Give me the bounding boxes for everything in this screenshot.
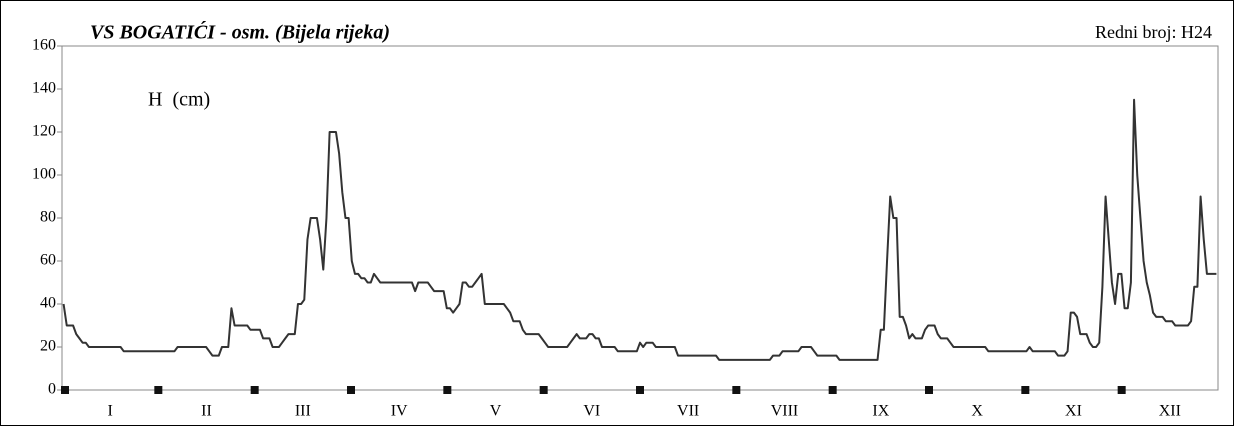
- month-marker: [1021, 386, 1030, 394]
- month-marker: [347, 386, 355, 394]
- y-axis-label: H (cm): [148, 89, 210, 111]
- month-marker: [732, 386, 741, 394]
- y-tick-label: 20: [40, 338, 56, 355]
- data-line: [62, 98, 1217, 361]
- month-marker: [1117, 386, 1126, 394]
- y-tick-label: 60: [40, 252, 56, 269]
- x-tick-label: VII: [677, 403, 699, 420]
- month-marker: [636, 386, 644, 394]
- y-tick-label: 140: [32, 80, 56, 97]
- plot-area: [61, 45, 1219, 391]
- y-tick-label: 100: [32, 166, 56, 183]
- x-tick-label: V: [490, 403, 502, 420]
- subtitle: Redni broj: H24: [1095, 22, 1212, 42]
- y-tick-label: 40: [40, 295, 56, 312]
- month-marker: [925, 386, 933, 394]
- month-marker: [61, 386, 69, 394]
- x-tick-label: IV: [391, 403, 408, 420]
- month-marker: [828, 386, 837, 394]
- x-tick-label: I: [108, 403, 113, 420]
- x-tick-label: VI: [583, 403, 600, 420]
- chart-title: VS BOGATIĆI - osm. (Bijela rijeka): [90, 20, 390, 44]
- y-tick-label: 120: [32, 123, 56, 140]
- month-marker: [250, 386, 259, 394]
- month-marker: [443, 386, 452, 394]
- x-tick-label: II: [201, 403, 212, 420]
- x-tick-label: XII: [1159, 403, 1181, 420]
- y-tick-label: 160: [32, 37, 56, 54]
- month-marker: [154, 386, 163, 394]
- y-tick-label: 80: [40, 209, 56, 226]
- month-marker: [539, 386, 548, 394]
- x-tick-label: IX: [872, 403, 889, 420]
- y-tick-label: 0: [48, 381, 56, 398]
- x-tick-label: VIII: [771, 403, 799, 420]
- x-tick-label: XI: [1065, 403, 1082, 420]
- x-tick-label: X: [971, 403, 983, 420]
- x-tick-label: III: [295, 403, 311, 420]
